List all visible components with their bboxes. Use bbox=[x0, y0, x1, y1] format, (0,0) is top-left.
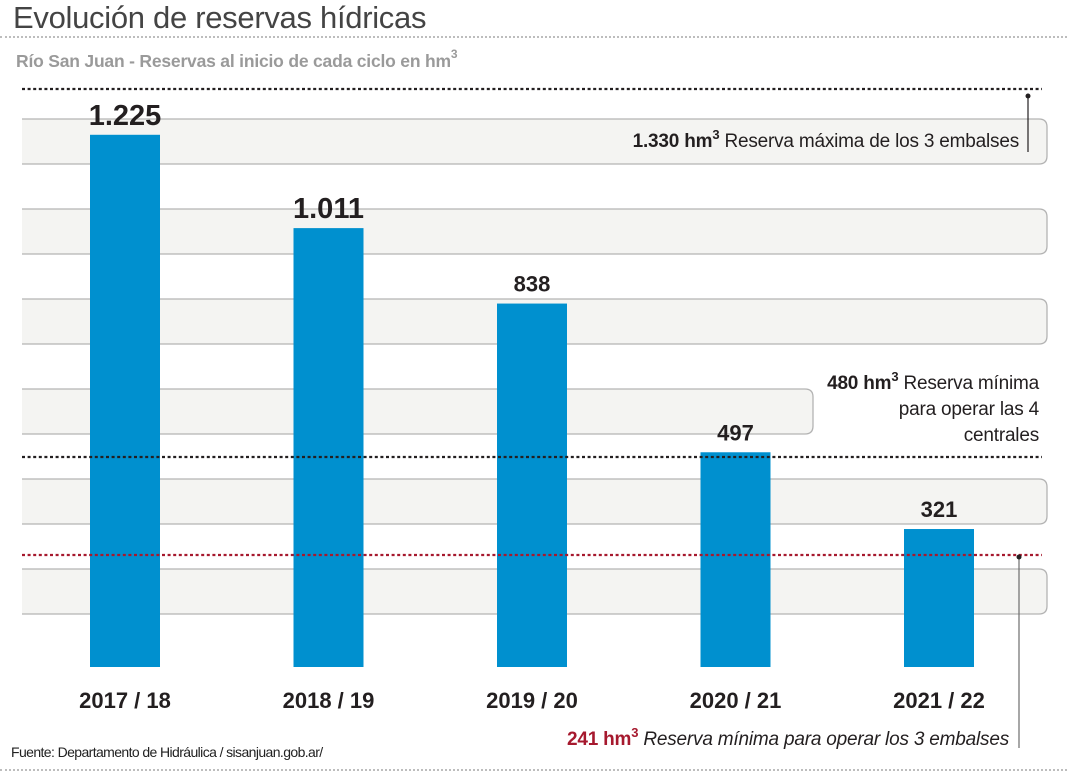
annotation-241-sup: 3 bbox=[631, 724, 639, 740]
category-label: 2019 / 20 bbox=[486, 688, 578, 713]
title-separator bbox=[0, 36, 1067, 38]
annotation-480-text: Reserva mínima para operar las 4 central… bbox=[898, 373, 1039, 446]
bar-201819 bbox=[293, 228, 364, 667]
value-labels: 1.225 1.011 838 497 321 bbox=[89, 100, 958, 522]
background-band-border bbox=[22, 388, 814, 435]
category-label: 2020 / 21 bbox=[690, 688, 782, 713]
category-label: 2017 / 18 bbox=[79, 688, 171, 713]
source-note: Fuente: Departamento de Hidráulica / sis… bbox=[11, 744, 323, 760]
annotation-min-4-plants: 480 hm3 Reserva mínima para operar las 4… bbox=[819, 368, 1039, 449]
chart-title: Evolución de reservas hídricas bbox=[13, 0, 427, 35]
bar-202021 bbox=[700, 452, 771, 667]
value-label: 838 bbox=[514, 272, 551, 297]
chart-subtitle: Río San Juan - Reservas al inicio de cad… bbox=[16, 47, 458, 72]
annotation-max-sup: 3 bbox=[712, 126, 720, 142]
value-label: 321 bbox=[921, 497, 958, 522]
background-band-border bbox=[22, 568, 1048, 615]
footer-separator bbox=[0, 769, 1067, 771]
background-band bbox=[22, 389, 813, 434]
annotation-min-3-dams: 241 hm3 Reserva mínima para operar los 3… bbox=[566, 726, 1009, 751]
reference-lines bbox=[22, 87, 1042, 748]
bars bbox=[90, 134, 974, 667]
annotation-max-reserve: 1.330 hm3 Reserva máxima de los 3 embals… bbox=[632, 128, 1020, 153]
annotation-480-value: 480 hm bbox=[827, 373, 892, 394]
background-band bbox=[22, 209, 1047, 254]
value-label: 1.225 bbox=[89, 100, 162, 132]
category-labels: 2017 / 18 2018 / 19 2019 / 20 2020 / 21 2021… bbox=[79, 688, 985, 713]
background-band-border bbox=[22, 208, 1048, 255]
subtitle-text: Río San Juan - Reservas al inicio de cad… bbox=[16, 50, 451, 71]
annotation-max-text: Reserva máxima de los 3 embalses bbox=[719, 131, 1019, 152]
background-band-border bbox=[22, 298, 1048, 345]
background-band bbox=[22, 119, 1047, 164]
annotation-241-text: Reserva mínima para operar los 3 embalse… bbox=[638, 729, 1009, 750]
annotation-480-sup: 3 bbox=[891, 368, 899, 384]
bar-202122 bbox=[904, 529, 974, 667]
category-label: 2018 / 19 bbox=[283, 688, 375, 713]
background-band-border bbox=[22, 118, 1048, 165]
subtitle-superscript: 3 bbox=[450, 47, 458, 61]
value-label: 1.011 bbox=[293, 193, 364, 225]
background-bands bbox=[22, 118, 1048, 615]
max-reserve-connector-dot bbox=[1025, 93, 1031, 99]
annotation-241-value: 241 hm bbox=[566, 729, 632, 750]
category-label: 2021 / 22 bbox=[893, 688, 985, 713]
bar-201920 bbox=[497, 303, 567, 667]
value-label: 497 bbox=[717, 420, 754, 445]
annotation-max-value: 1.330 hm bbox=[632, 131, 713, 152]
bar-201718 bbox=[90, 134, 160, 667]
background-band-border bbox=[22, 478, 1048, 525]
min-reserve-connector-dot bbox=[1016, 554, 1022, 560]
